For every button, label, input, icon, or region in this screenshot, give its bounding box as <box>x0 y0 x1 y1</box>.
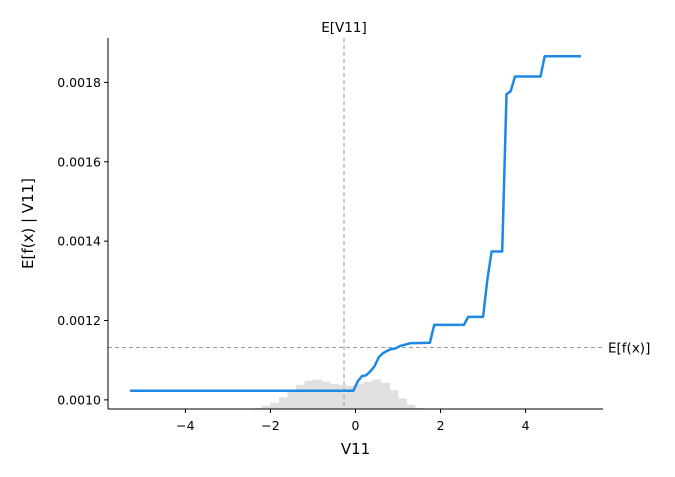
expected-x-label: E[V11] <box>321 20 366 36</box>
x-axis-title: V11 <box>341 440 370 458</box>
histogram-bar <box>398 398 407 409</box>
histogram-bar <box>304 380 314 409</box>
dependence-line-series <box>130 55 581 392</box>
y-axis-title: E[f(x) | V11] <box>19 178 37 269</box>
histogram-bar <box>329 383 339 409</box>
y-tick-label: 0.0010 <box>57 392 101 407</box>
histogram-bar <box>364 381 373 409</box>
x-tick-label: −4 <box>176 418 194 433</box>
y-tick-label: 0.0014 <box>57 234 101 249</box>
histogram-bar <box>372 379 382 409</box>
series-line <box>130 55 581 392</box>
x-ticks: −4 −2 0 2 4 <box>176 409 530 433</box>
x-tick-label: 4 <box>522 418 530 433</box>
histogram-bar <box>338 384 348 409</box>
histogram-bar <box>381 382 390 409</box>
histogram-bar <box>406 404 416 409</box>
histogram-bar <box>295 384 305 409</box>
y-tick-label: 0.0016 <box>57 154 101 169</box>
histogram-bar <box>355 383 365 409</box>
histogram-bar <box>312 379 322 409</box>
histogram-bar <box>253 407 263 409</box>
histogram-bar <box>270 402 280 409</box>
histogram-bar <box>389 390 399 409</box>
histogram-bar <box>278 397 288 409</box>
y-tick-label: 0.0018 <box>57 75 101 90</box>
histogram-bar <box>321 381 331 409</box>
histogram-bar <box>415 407 424 409</box>
histogram-bar <box>346 385 356 409</box>
x-tick-label: 0 <box>352 418 360 433</box>
histogram-bar <box>287 390 297 409</box>
y-ticks: 0.0010 0.0012 0.0014 0.0016 0.0018 <box>57 75 108 407</box>
x-tick-label: −2 <box>261 418 279 433</box>
x-tick-label: 2 <box>437 418 445 433</box>
y-tick-label: 0.0012 <box>57 313 101 328</box>
histogram-bar <box>261 405 271 409</box>
histogram <box>244 379 424 409</box>
expected-fx-label: E[f(x)] <box>608 340 650 356</box>
reference-lines: E[V11] E[f(x)] <box>108 20 650 409</box>
